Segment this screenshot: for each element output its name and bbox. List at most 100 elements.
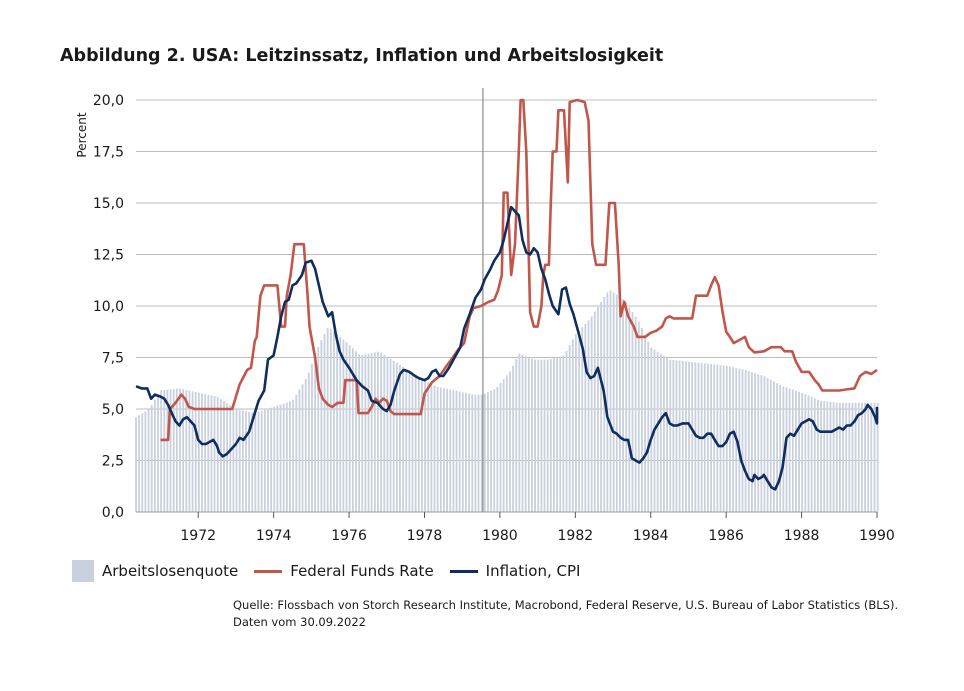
y-tick-label-2: 5,0 — [102, 402, 124, 418]
x-tick-label-4: 1980 — [482, 528, 518, 544]
unemployment-bar — [817, 399, 819, 512]
unemployment-bar — [534, 359, 536, 512]
unemployment-bar — [659, 353, 662, 512]
unemployment-bar — [851, 402, 854, 512]
unemployment-bar — [622, 298, 624, 512]
unemployment-bar — [757, 374, 760, 512]
unemployment-bar — [848, 402, 851, 512]
unemployment-bar — [267, 408, 269, 512]
unemployment-bar — [584, 323, 587, 512]
unemployment-bar — [490, 390, 493, 512]
unemployment-bar — [399, 364, 401, 512]
unemployment-bar — [779, 384, 782, 512]
unemployment-bar — [395, 362, 398, 512]
y-tick-label-8: 20,0 — [93, 93, 124, 109]
legend-item-unemployment: Arbeitslosenquote — [72, 560, 238, 582]
unemployment-bar — [763, 376, 766, 512]
unemployment-bar — [688, 361, 690, 512]
unemployment-bar — [590, 316, 593, 512]
unemployment-bar — [521, 354, 524, 512]
unemployment-bar — [402, 366, 405, 512]
unemployment-bar — [270, 407, 273, 512]
unemployment-bar — [210, 395, 213, 512]
unemployment-bar — [741, 369, 744, 512]
cpi-line — [135, 205, 879, 491]
unemployment-bar — [358, 354, 361, 512]
unemployment-bar — [493, 389, 496, 512]
unemployment-bar — [641, 327, 643, 512]
legend-label-cpi: Inflation, CPI — [485, 562, 581, 580]
unemployment-bar — [823, 401, 826, 512]
unemployment-bar — [804, 394, 807, 512]
unemployment-bar — [710, 364, 712, 512]
unemployment-bar — [380, 352, 383, 512]
unemployment-bar — [681, 361, 684, 512]
unemployment-bar — [581, 327, 584, 512]
unemployment-bar — [505, 375, 508, 512]
unemployment-bar — [235, 409, 238, 512]
unemployment-bar — [738, 368, 741, 512]
unemployment-bar — [615, 294, 618, 512]
unemployment-bar — [549, 359, 552, 512]
unemployment-bar — [870, 402, 873, 512]
x-tick-label-5: 1982 — [558, 528, 594, 544]
unemployment-bar — [201, 393, 203, 512]
unemployment-bar — [389, 358, 392, 512]
unemployment-bar — [480, 394, 483, 512]
unemployment-bar — [568, 345, 571, 512]
unemployment-bar — [578, 330, 580, 512]
unemployment-bar — [317, 346, 320, 512]
y-tick-label-5: 12,5 — [93, 248, 124, 264]
unemployment-bar — [625, 302, 628, 512]
unemployment-bar — [414, 375, 417, 512]
unemployment-bar — [691, 362, 694, 512]
unemployment-bar — [587, 320, 590, 512]
unemployment-bar — [716, 364, 719, 512]
unemployment-bar — [785, 387, 788, 512]
legend-label-unemployment: Arbeitslosenquote — [102, 562, 239, 580]
unemployment-bar — [216, 397, 219, 512]
unemployment-bar — [518, 353, 521, 512]
y-tick-label-0: 0,0 — [102, 505, 124, 521]
unemployment-bar — [144, 411, 147, 512]
unemployment-bar — [282, 403, 285, 512]
unemployment-bar — [295, 394, 298, 512]
unemployment-bar — [307, 372, 310, 512]
y-tick-label-3: 7,5 — [102, 351, 124, 367]
unemployment-bar — [408, 371, 411, 512]
unemployment-bar — [471, 394, 474, 512]
unemployment-bar — [141, 413, 144, 512]
fedfunds-line — [160, 98, 878, 442]
x-tick-label-1: 1974 — [256, 528, 292, 544]
unemployment-bar — [386, 356, 389, 512]
unemployment-bar — [675, 360, 678, 512]
x-tick-label-8: 1988 — [784, 528, 820, 544]
unemployment-bar — [747, 371, 750, 512]
unemployment-bar — [637, 321, 640, 512]
unemployment-bar — [854, 402, 857, 512]
unemployment-bar — [801, 392, 804, 512]
unemployment-bar — [694, 362, 697, 512]
unemployment-bar — [832, 402, 835, 512]
unemployment-bar — [575, 334, 577, 512]
unemployment-bar — [245, 411, 247, 512]
unemployment-bar — [276, 405, 279, 512]
unemployment-bar — [370, 352, 373, 512]
legend-swatch-unemployment — [72, 560, 94, 582]
unemployment-bar — [373, 352, 376, 512]
unemployment-bar — [336, 334, 339, 512]
unemployment-bar — [260, 410, 263, 512]
unemployment-bar — [719, 365, 722, 512]
unemployment-bar — [678, 360, 681, 512]
unemployment-bar — [864, 402, 866, 512]
unemployment-bar — [512, 365, 514, 512]
unemployment-bar — [773, 381, 775, 512]
unemployment-bar — [345, 342, 348, 512]
unemployment-bar — [279, 404, 282, 512]
unemployment-bar — [634, 316, 637, 512]
unemployment-bar — [798, 391, 800, 512]
unemployment-bar — [502, 379, 505, 512]
unemployment-bar — [499, 382, 502, 512]
source-note: Quelle: Flossbach von Storch Research In… — [233, 597, 898, 631]
